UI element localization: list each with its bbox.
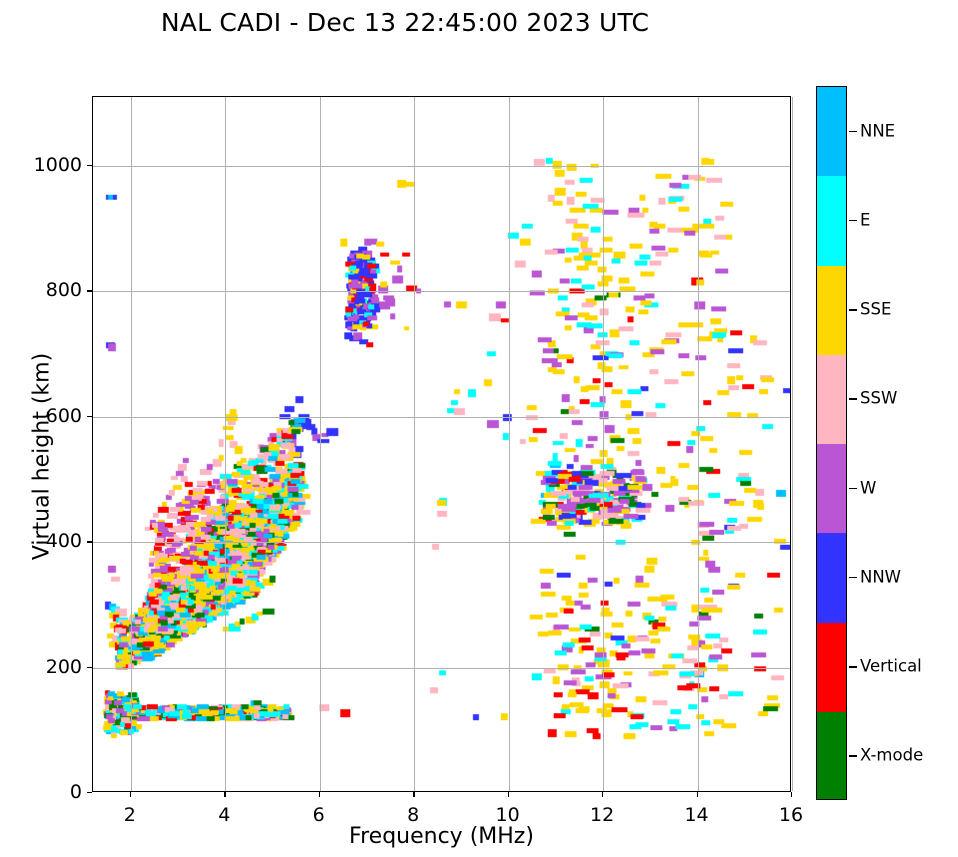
x-tick-mark: [791, 792, 793, 797]
colorbar-label-sse: SSE: [860, 299, 892, 319]
gridline-vertical: [792, 97, 793, 791]
colorbar-tick: [849, 666, 857, 668]
gridline-horizontal: [93, 542, 790, 544]
x-tick-label: 2: [123, 804, 136, 826]
colorbar-label-vertical: Vertical: [860, 656, 922, 676]
colorbar-tick: [849, 487, 857, 490]
colorbar-band-ssw: [817, 354, 846, 444]
y-tick-mark: [87, 415, 92, 418]
x-axis-label: Frequency (MHz): [349, 824, 534, 849]
colorbar-band-x-mode: [817, 711, 846, 799]
gridline-horizontal: [93, 165, 790, 167]
gridline-vertical: [130, 97, 132, 791]
y-tick-mark: [87, 164, 92, 167]
y-tick-label: 0: [69, 781, 82, 803]
gridline-vertical: [225, 97, 227, 791]
gridline-horizontal: [93, 291, 790, 293]
gridline-vertical: [603, 97, 605, 791]
colorbar-tick: [849, 309, 857, 311]
gridline-vertical: [508, 97, 510, 791]
colorbar-tick: [849, 130, 857, 133]
x-tick-mark: [224, 792, 226, 797]
colorbar-label-e: E: [860, 210, 871, 230]
x-tick-label: 12: [589, 804, 615, 826]
colorbar-tick: [849, 755, 857, 757]
x-tick-mark: [318, 792, 321, 797]
colorbar-tick: [849, 398, 857, 400]
y-tick-mark: [87, 666, 92, 668]
y-axis-label: Virtual height (km): [29, 352, 55, 561]
colorbar-label-x-mode: X-mode: [860, 745, 924, 765]
y-tick-mark: [87, 792, 92, 794]
y-tick-label: 400: [45, 530, 82, 553]
x-tick-mark: [413, 792, 415, 797]
gridline-vertical: [697, 97, 699, 791]
gridline-horizontal: [93, 667, 790, 669]
x-tick-label: 4: [218, 804, 231, 826]
x-tick-label: 8: [407, 804, 420, 826]
colorbar-band-sse: [817, 265, 846, 355]
x-tick-mark: [129, 792, 132, 797]
colorbar-tick: [849, 219, 857, 222]
colorbar-band-nnw: [817, 533, 846, 623]
colorbar: [816, 86, 847, 800]
x-tick-label: 14: [684, 804, 709, 826]
x-tick-mark: [507, 792, 509, 797]
y-tick-label: 1000: [33, 153, 82, 176]
colorbar-band-w: [817, 444, 846, 534]
y-tick-label: 800: [45, 279, 82, 302]
gridline-vertical: [414, 97, 416, 791]
x-tick-label: 10: [495, 804, 520, 826]
y-tick-mark: [87, 541, 92, 543]
plot-area: [92, 96, 793, 792]
colorbar-tick: [849, 576, 857, 579]
page-title: NAL CADI - Dec 13 22:45:00 2023 UTC: [160, 8, 650, 37]
colorbar-label-nne: NNE: [860, 121, 896, 141]
gridline-horizontal: [93, 416, 790, 418]
gridline-vertical: [319, 97, 321, 791]
ionogram-scatter-canvas: [93, 97, 790, 791]
colorbar-label-ssw: SSW: [860, 388, 898, 408]
colorbar-label-nnw: NNW: [860, 567, 902, 587]
colorbar-band-e: [817, 176, 846, 266]
x-tick-label: 16: [778, 804, 804, 826]
y-tick-label: 600: [45, 404, 82, 427]
colorbar-label-w: W: [860, 478, 877, 498]
x-tick-mark: [696, 792, 698, 797]
x-tick-mark: [602, 792, 604, 797]
colorbar-band-nne: [817, 87, 846, 177]
x-tick-label: 6: [312, 804, 325, 826]
y-tick-label: 200: [45, 655, 82, 678]
y-tick-mark: [87, 290, 92, 292]
colorbar-band-vertical: [817, 622, 846, 712]
